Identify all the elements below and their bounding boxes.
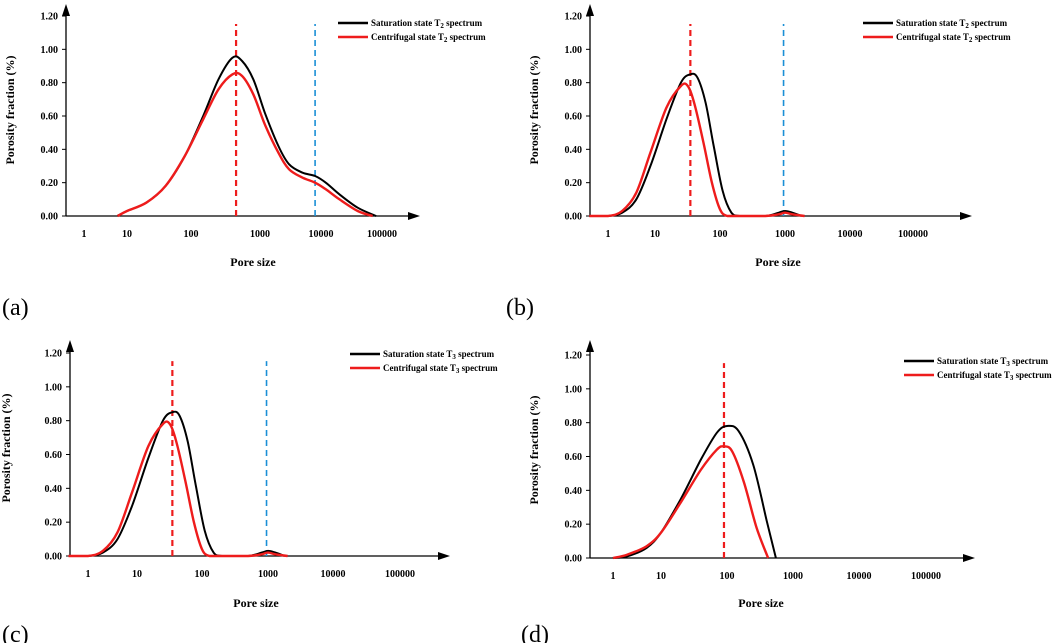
x-tick-label: 1000 xyxy=(783,571,803,582)
legend-entry: Centrifugal state T3 spectrum xyxy=(937,370,1052,382)
y-tick-label: 0.80 xyxy=(45,416,63,427)
y-tick-label: 0.20 xyxy=(45,518,63,529)
x-tick-label: 10 xyxy=(122,229,132,240)
legend-entry: Saturation state T2 spectrum xyxy=(371,18,483,30)
y-tick-label: 1.20 xyxy=(565,12,583,23)
legend-entry: Centrifugal state T3 spectrum xyxy=(383,363,498,375)
y-tick-label: 0.60 xyxy=(41,112,59,123)
x-tick-label: 1 xyxy=(82,229,87,240)
panel-label: (a) xyxy=(2,295,29,321)
x-tick-label: 1000 xyxy=(250,229,270,240)
y-tick-label: 0.40 xyxy=(45,484,63,495)
saturation-series-line xyxy=(68,410,285,557)
x-axis-arrow-icon xyxy=(960,212,972,220)
y-tick-label: 1.00 xyxy=(41,45,59,56)
x-tick-label: 100 xyxy=(720,571,735,582)
x-tick-label: 100000 xyxy=(367,229,397,240)
x-tick-label: 100 xyxy=(184,229,199,240)
x-tick-label: 10 xyxy=(132,569,142,580)
panel-label: (c) xyxy=(2,622,29,643)
x-tick-label: 10 xyxy=(650,229,660,240)
centrifugal-series-line xyxy=(116,71,373,218)
y-tick-label: 0.00 xyxy=(45,552,63,563)
x-axis-title: Pore size xyxy=(233,596,279,610)
legend-entry: Centrifugal state T2 spectrum xyxy=(371,32,486,44)
y-tick-label: 1.20 xyxy=(565,351,583,362)
x-tick-label: 10000 xyxy=(838,229,863,240)
y-tick-label: 0.40 xyxy=(565,486,583,497)
y-axis-arrow-icon xyxy=(66,340,74,352)
y-tick-label: 1.00 xyxy=(45,382,63,393)
x-tick-label: 100000 xyxy=(911,571,941,582)
y-axis-title: Porosity fraction (%) xyxy=(3,55,17,164)
y-tick-label: 0.20 xyxy=(41,178,59,189)
legend-entry: Saturation state T3 spectrum xyxy=(383,349,495,361)
y-tick-label: 0.80 xyxy=(41,78,59,89)
y-tick-label: 0.00 xyxy=(565,212,583,223)
y-axis-arrow-icon xyxy=(586,340,594,352)
x-tick-label: 1 xyxy=(606,229,611,240)
x-axis-arrow-icon xyxy=(408,212,420,220)
x-axis-arrow-icon xyxy=(438,552,450,560)
y-tick-label: 0.60 xyxy=(45,450,63,461)
y-tick-label: 0.80 xyxy=(565,418,583,429)
x-axis-title: Pore size xyxy=(230,255,276,269)
legend-entry: Saturation state T2 spectrum xyxy=(896,18,1008,30)
x-tick-label: 10 xyxy=(656,571,666,582)
y-tick-label: 1.00 xyxy=(565,45,583,56)
y-tick-label: 0.20 xyxy=(565,520,583,531)
y-tick-label: 1.00 xyxy=(565,384,583,395)
y-tick-label: 0.80 xyxy=(565,78,583,89)
chart-panel-1: 0.00 0.20 0.40 0.60 0.80 1.00 1.20 1 10 100 1000 10… xyxy=(2,4,486,321)
x-tick-label: 10000 xyxy=(309,229,334,240)
x-tick-label: 1000 xyxy=(775,229,795,240)
x-tick-label: 10000 xyxy=(847,571,872,582)
x-axis-title: Pore size xyxy=(738,596,784,610)
saturation-series-line xyxy=(612,424,777,559)
y-axis-title: Porosity fraction (%) xyxy=(527,395,541,504)
x-tick-label: 1 xyxy=(611,571,616,582)
x-tick-label: 100000 xyxy=(898,229,928,240)
y-tick-label: 0.00 xyxy=(41,212,59,223)
panel-label: (d) xyxy=(521,622,549,643)
chart-panel-4: 0.00 0.20 0.40 0.60 0.80 1.00 1.20 1 10 100 1000 10… xyxy=(521,340,1052,643)
y-tick-label: 0.40 xyxy=(41,145,59,156)
saturation-series-line xyxy=(589,72,802,217)
y-tick-label: 0.20 xyxy=(565,178,583,189)
x-tick-label: 1000 xyxy=(258,569,278,580)
y-axis-arrow-icon xyxy=(62,4,70,16)
x-tick-label: 1 xyxy=(86,569,91,580)
x-tick-label: 100 xyxy=(713,229,728,240)
y-tick-label: 0.60 xyxy=(565,112,583,123)
y-tick-label: 0.40 xyxy=(565,145,583,156)
legend-entry: Centrifugal state T2 spectrum xyxy=(896,32,1011,44)
y-tick-label: 1.20 xyxy=(45,349,63,360)
legend-entry: Saturation state T3 spectrum xyxy=(937,356,1049,368)
centrifugal-series-line xyxy=(68,420,288,558)
y-tick-label: 1.20 xyxy=(41,12,59,23)
x-axis-title: Pore size xyxy=(755,255,801,269)
y-axis-title: Porosity fraction (%) xyxy=(0,393,13,502)
centrifugal-series-line xyxy=(612,445,770,560)
chart-panel-3: 0.00 0.20 0.40 0.60 0.80 1.00 1.20 1 10 100 1000 10… xyxy=(0,340,498,643)
x-axis-arrow-icon xyxy=(963,554,975,562)
y-tick-label: 0.60 xyxy=(565,452,583,463)
panel-label: (b) xyxy=(506,295,534,321)
y-axis-arrow-icon xyxy=(586,4,594,16)
chart-panel-2: 0.00 0.20 0.40 0.60 0.80 1.00 1.20 1 10 100 1000 10… xyxy=(506,4,1011,321)
x-tick-label: 10000 xyxy=(321,569,346,580)
y-axis-title: Porosity fraction (%) xyxy=(527,55,541,164)
centrifugal-series-line xyxy=(589,82,805,218)
x-tick-label: 100000 xyxy=(385,569,415,580)
x-tick-label: 100 xyxy=(195,569,210,580)
y-tick-label: 0.00 xyxy=(565,554,583,565)
